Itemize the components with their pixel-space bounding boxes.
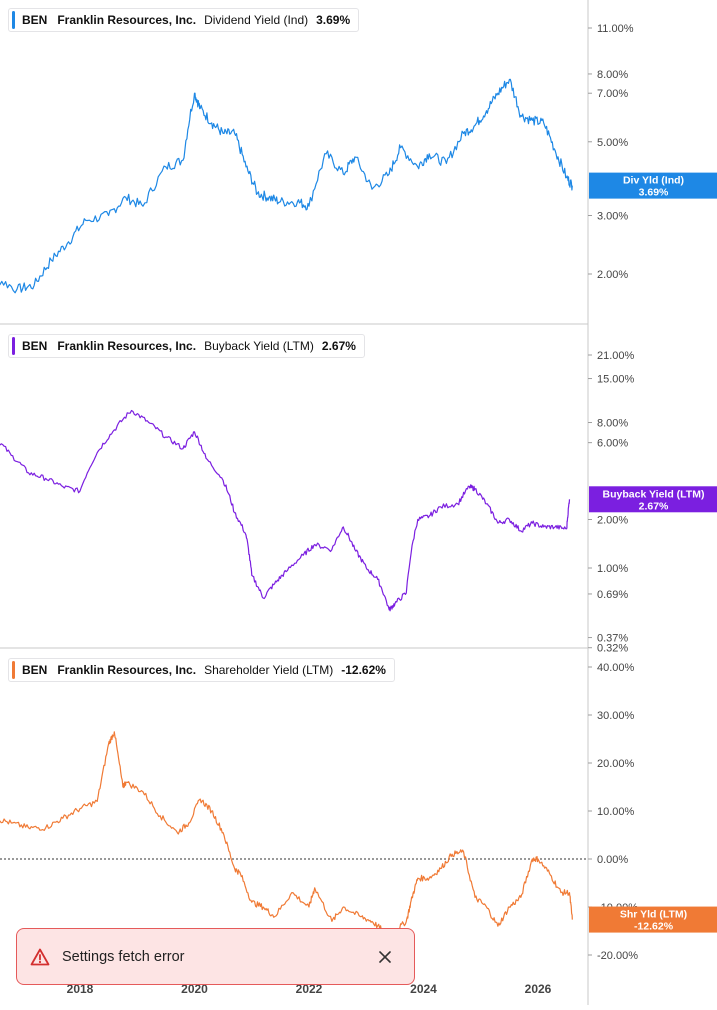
y-tick-label: 2.00%: [597, 269, 628, 281]
last-value-tag: [589, 172, 717, 199]
y-tick-label: 8.00%: [597, 69, 628, 81]
x-tick-label: 2022: [296, 982, 323, 996]
legend-buyback-yield: BEN Franklin Resources, Inc. Buyback Yie…: [8, 334, 365, 358]
y-tick-label: 1.00%: [597, 563, 628, 575]
y-tick-label: 0.00%: [597, 854, 628, 866]
y-tick-label: -20.00%: [597, 950, 638, 962]
legend-ticker: BEN: [22, 663, 48, 677]
error-toast: Settings fetch error: [16, 928, 415, 985]
legend-value: 3.69%: [316, 13, 351, 27]
y-tick-label: 30.00%: [597, 710, 635, 722]
x-tick-label: 2026: [525, 982, 552, 996]
y-tick-label: 11.00%: [597, 23, 634, 35]
legend-value: 2.67%: [321, 339, 356, 353]
x-tick-label: 2020: [181, 982, 208, 996]
last-value-tag-value: 3.69%: [639, 187, 669, 199]
y-tick-label: 15.00%: [597, 374, 635, 386]
series-color-swatch: [12, 661, 15, 679]
y-tick-label: 2.00%: [597, 515, 628, 527]
y-tick-label: 0.32%: [597, 643, 628, 655]
last-value-tag-value: 2.67%: [639, 500, 669, 512]
legend-metric: Buyback Yield (LTM): [204, 339, 314, 353]
last-value-tag: [589, 906, 717, 933]
toast-message: Settings fetch error: [62, 948, 185, 965]
last-value-tag-label: Div Yld (Ind): [623, 175, 684, 187]
series-line-dividend-yield-ind-: [0, 78, 573, 294]
y-tick-label: 5.00%: [597, 137, 628, 149]
legend-ticker: BEN: [22, 13, 48, 27]
legend-ticker: BEN: [22, 339, 48, 353]
y-tick-label: 0.69%: [597, 589, 628, 601]
close-icon: [379, 950, 391, 963]
series-line-buyback-yield-ltm-: [0, 409, 571, 612]
legend-dividend-yield: BEN Franklin Resources, Inc. Dividend Yi…: [8, 8, 360, 32]
y-tick-label: 20.00%: [597, 758, 635, 770]
legend-company: Franklin Resources, Inc.: [57, 663, 197, 677]
series-line-shareholder-yield-ltm-: [0, 731, 573, 934]
last-value-tag-label: Shr Yld (LTM): [620, 909, 687, 921]
y-tick-label: 10.00%: [597, 806, 635, 818]
y-tick-label: 7.00%: [597, 88, 628, 100]
legend-metric: Shareholder Yield (LTM): [204, 663, 334, 677]
y-tick-label: 21.00%: [597, 350, 635, 362]
warning-triangle-icon: [30, 948, 50, 965]
x-tick-label: 2024: [410, 982, 437, 996]
last-value-tag-value: -12.62%: [634, 921, 674, 933]
y-tick-label: 3.00%: [597, 210, 628, 222]
legend-company: Franklin Resources, Inc.: [57, 13, 197, 27]
legend-company: Franklin Resources, Inc.: [57, 339, 197, 353]
y-tick-label: 8.00%: [597, 418, 628, 430]
y-tick-label: 0.37%: [597, 633, 628, 645]
last-value-tag-label: Buyback Yield (LTM): [603, 488, 705, 500]
last-value-tag: [589, 486, 717, 513]
series-color-swatch: [12, 337, 15, 355]
legend-value: -12.62%: [341, 663, 386, 677]
legend-metric: Dividend Yield (Ind): [204, 13, 309, 27]
y-tick-label: 6.00%: [597, 438, 628, 450]
legend-shareholder-yield: BEN Franklin Resources, Inc. Shareholder…: [8, 658, 395, 682]
x-tick-label: 2018: [67, 982, 94, 996]
close-toast-button[interactable]: [374, 946, 396, 968]
series-color-swatch: [12, 11, 15, 29]
y-tick-label: 40.00%: [597, 662, 635, 674]
